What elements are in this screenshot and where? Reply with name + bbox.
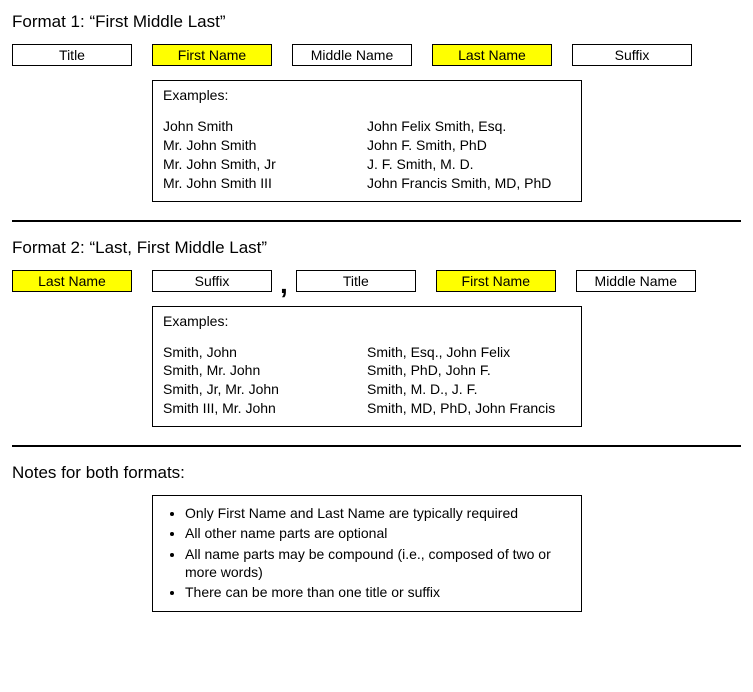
example-item: John Smith (163, 117, 367, 136)
example-item: John Francis Smith, MD, PhD (367, 174, 571, 193)
examples-label: Examples: (163, 313, 571, 329)
format1-heading: Format 1: “First Middle Last” (12, 12, 741, 32)
field-middle-name: Middle Name (576, 270, 696, 292)
example-item: Smith, M. D., J. F. (367, 380, 571, 399)
example-item: John F. Smith, PhD (367, 136, 571, 155)
notes-list: Only First Name and Last Name are typica… (163, 504, 571, 601)
notes-box: Only First Name and Last Name are typica… (152, 495, 582, 612)
format1-examples-right: John Felix Smith, Esq. John F. Smith, Ph… (367, 117, 571, 193)
field-title: Title (12, 44, 132, 66)
format1-field-row: Title First Name Middle Name Last Name S… (12, 44, 741, 66)
example-item: Smith III, Mr. John (163, 399, 367, 418)
field-first-name: First Name (152, 44, 272, 66)
example-item: Smith, Esq., John Felix (367, 343, 571, 362)
section-divider (12, 220, 741, 222)
example-item: Mr. John Smith III (163, 174, 367, 193)
format2-examples-right: Smith, Esq., John Felix Smith, PhD, John… (367, 343, 571, 419)
note-item: All name parts may be compound (i.e., co… (185, 545, 571, 581)
section-divider (12, 445, 741, 447)
note-item: All other name parts are optional (185, 524, 571, 542)
example-item: John Felix Smith, Esq. (367, 117, 571, 136)
format2-heading: Format 2: “Last, First Middle Last” (12, 238, 741, 258)
format2-examples-left: Smith, John Smith, Mr. John Smith, Jr, M… (163, 343, 367, 419)
field-title: Title (296, 270, 416, 292)
example-item: Smith, Mr. John (163, 361, 367, 380)
example-item: Smith, MD, PhD, John Francis (367, 399, 571, 418)
comma-separator: , (280, 270, 288, 298)
field-suffix: Suffix (572, 44, 692, 66)
field-first-name: First Name (436, 270, 556, 292)
example-item: J. F. Smith, M. D. (367, 155, 571, 174)
format2-field-row: Last Name Suffix , Title First Name Midd… (12, 270, 741, 292)
examples-label: Examples: (163, 87, 571, 103)
example-item: Mr. John Smith, Jr (163, 155, 367, 174)
format1-examples-left: John Smith Mr. John Smith Mr. John Smith… (163, 117, 367, 193)
format2-examples-box: Examples: Smith, John Smith, Mr. John Sm… (152, 306, 582, 428)
field-middle-name: Middle Name (292, 44, 412, 66)
example-item: Smith, Jr, Mr. John (163, 380, 367, 399)
format1-examples-box: Examples: John Smith Mr. John Smith Mr. … (152, 80, 582, 202)
field-suffix: Suffix (152, 270, 272, 292)
note-item: There can be more than one title or suff… (185, 583, 571, 601)
example-item: Smith, John (163, 343, 367, 362)
notes-heading: Notes for both formats: (12, 463, 741, 483)
note-item: Only First Name and Last Name are typica… (185, 504, 571, 522)
example-item: Smith, PhD, John F. (367, 361, 571, 380)
example-item: Mr. John Smith (163, 136, 367, 155)
field-last-name: Last Name (432, 44, 552, 66)
field-last-name: Last Name (12, 270, 132, 292)
